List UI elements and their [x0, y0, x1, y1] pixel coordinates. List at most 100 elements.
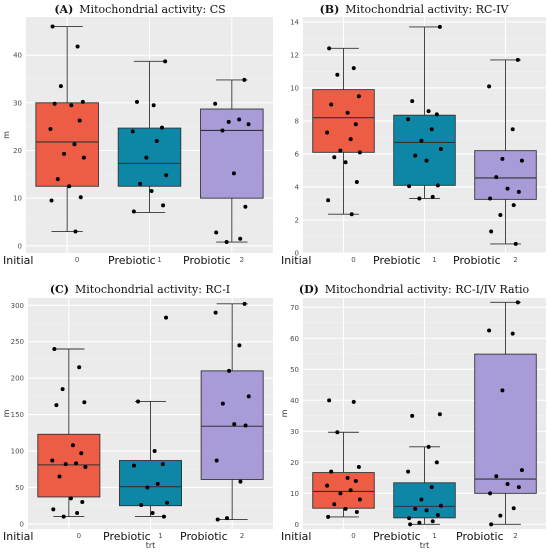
y-tick-label: 6: [295, 150, 300, 158]
data-point: [487, 84, 492, 89]
data-point: [50, 458, 55, 463]
data-point: [231, 171, 236, 176]
data-point: [72, 142, 77, 147]
y-tick-label: 0: [295, 521, 299, 529]
data-point: [407, 516, 412, 521]
data-point: [220, 128, 225, 133]
data-point: [332, 155, 337, 160]
data-point: [500, 156, 505, 161]
data-point: [489, 229, 494, 234]
data-point: [354, 180, 359, 185]
data-point: [62, 151, 67, 156]
data-point: [505, 482, 510, 487]
data-point: [161, 514, 166, 519]
box-body: [312, 89, 375, 153]
data-point: [51, 507, 56, 512]
box-1: [119, 401, 182, 518]
y-tick-label: 250: [11, 338, 24, 346]
group-label: Probiotic: [183, 254, 231, 267]
x-tick-label: 1: [158, 532, 162, 540]
box-2: [474, 301, 537, 525]
panel-label: (A): [54, 3, 73, 16]
data-point: [57, 474, 62, 479]
data-point: [131, 209, 136, 214]
data-point: [435, 183, 440, 188]
data-point: [356, 94, 361, 99]
data-point: [163, 59, 168, 64]
x-tick-label: 1: [432, 532, 436, 540]
data-point: [224, 240, 229, 245]
data-point: [138, 181, 143, 186]
data-point: [511, 203, 516, 208]
data-point: [80, 99, 85, 104]
data-point: [354, 509, 359, 514]
data-point: [519, 468, 524, 473]
data-point: [58, 84, 63, 89]
data-point: [325, 130, 330, 135]
y-tick-label: 200: [11, 375, 24, 383]
box-body: [474, 150, 537, 200]
title-text: Mitochondrial activity: CS: [79, 3, 225, 16]
group-label: Prebiotic: [373, 254, 421, 267]
data-point: [150, 510, 155, 515]
data-point: [329, 102, 334, 107]
data-point: [510, 127, 515, 132]
chart-title: (B) Mitochondrial activity: RC-IV: [320, 3, 510, 16]
panel-d-rc-ratio: (D) Mitochondrial activity: RC-I/IV Ratio…: [278, 280, 550, 555]
y-tick-label: 0: [18, 242, 22, 250]
panel-label: (D): [299, 283, 319, 296]
data-point: [246, 122, 251, 127]
box-body: [119, 460, 182, 507]
data-point: [511, 506, 516, 511]
data-point: [215, 517, 220, 522]
data-point: [408, 522, 413, 527]
data-point: [213, 310, 218, 315]
data-point: [410, 413, 415, 418]
data-point: [154, 138, 159, 143]
data-point: [77, 365, 82, 370]
data-point: [332, 502, 337, 507]
data-point: [227, 368, 232, 373]
data-point: [516, 189, 521, 194]
data-point: [345, 110, 350, 115]
data-point: [55, 177, 60, 182]
title-text: Mitochondrial activity: RC-IV: [345, 3, 509, 16]
data-point: [343, 160, 348, 165]
y-tick-label: 150: [11, 411, 24, 419]
y-tick-label: 300: [11, 302, 24, 310]
chart-title: (C) Mitochondrial activity: RC-I: [50, 283, 230, 296]
data-point: [160, 125, 165, 130]
data-point: [224, 516, 229, 521]
x-tick-label: 0: [351, 256, 355, 264]
box-body: [393, 114, 456, 186]
y-tick-label: 40: [13, 52, 22, 60]
data-point: [238, 479, 243, 484]
box-2: [200, 303, 264, 520]
x-tick-label: 0: [75, 256, 79, 264]
y-tick-label: 14: [290, 18, 299, 26]
x-tick-label: 2: [513, 532, 517, 540]
data-point: [505, 186, 510, 191]
y-tick-label: 70: [290, 304, 299, 312]
data-point: [213, 101, 218, 106]
data-point: [515, 300, 520, 305]
data-point: [335, 72, 340, 77]
data-point: [437, 412, 442, 417]
panel-c-rc-i: (C) Mitochondrial activity: RC-I 0 50 100 150…: [0, 280, 280, 555]
data-point: [130, 129, 135, 134]
data-point: [238, 236, 243, 241]
data-point: [134, 99, 139, 104]
box-body: [35, 102, 99, 187]
data-point: [237, 117, 242, 122]
x-axis-label: trt: [146, 541, 156, 550]
data-point: [48, 127, 53, 132]
group-label: Initial: [281, 254, 311, 267]
data-point: [165, 500, 170, 505]
chart-title: (D) Mitochondrial activity: RC-I/IV Ratio: [299, 283, 530, 296]
data-point: [161, 203, 166, 208]
box-2: [474, 59, 537, 245]
panel-label: (B): [320, 3, 340, 16]
data-point: [430, 194, 435, 199]
data-point: [343, 506, 348, 511]
data-point: [430, 519, 435, 524]
